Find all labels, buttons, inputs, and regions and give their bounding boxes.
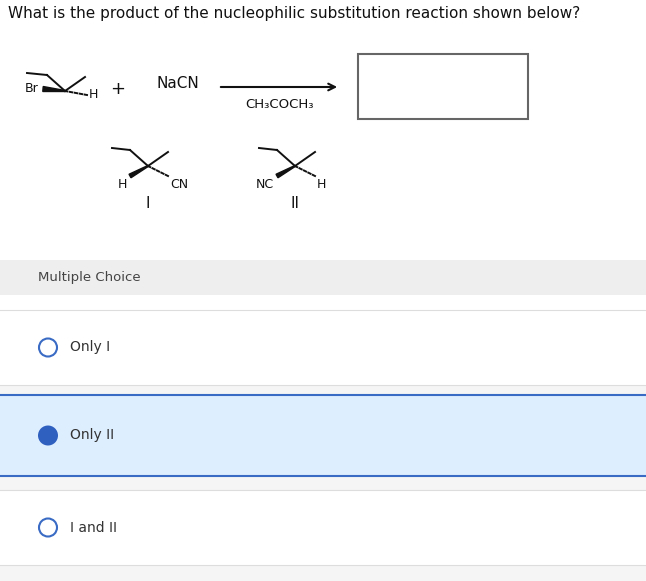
Circle shape <box>38 425 58 446</box>
Text: Multiple Choice: Multiple Choice <box>38 271 141 284</box>
Text: CN: CN <box>170 178 188 191</box>
Text: CH₃COCH₃: CH₃COCH₃ <box>245 98 313 111</box>
Text: NaCN: NaCN <box>156 76 200 91</box>
Bar <box>0 260 646 295</box>
Circle shape <box>39 518 57 536</box>
Text: Only II: Only II <box>70 429 114 443</box>
Bar <box>0 395 646 476</box>
Text: NC: NC <box>256 178 274 191</box>
Text: H: H <box>317 178 326 191</box>
Text: Br: Br <box>25 83 39 95</box>
Text: Only I: Only I <box>70 340 110 354</box>
Text: I and II: I and II <box>70 521 117 535</box>
Bar <box>358 54 528 119</box>
Polygon shape <box>129 166 148 178</box>
Text: H: H <box>118 178 127 191</box>
Text: H: H <box>89 88 98 102</box>
Text: What is the product of the nucleophilic substitution reaction shown below?: What is the product of the nucleophilic … <box>8 6 580 21</box>
Polygon shape <box>276 166 295 178</box>
Text: II: II <box>291 196 300 211</box>
Polygon shape <box>43 87 65 91</box>
Text: I: I <box>146 196 151 211</box>
Bar <box>0 0 646 336</box>
Bar <box>0 490 646 565</box>
Circle shape <box>39 339 57 357</box>
Text: +: + <box>110 80 125 98</box>
Bar <box>0 310 646 385</box>
